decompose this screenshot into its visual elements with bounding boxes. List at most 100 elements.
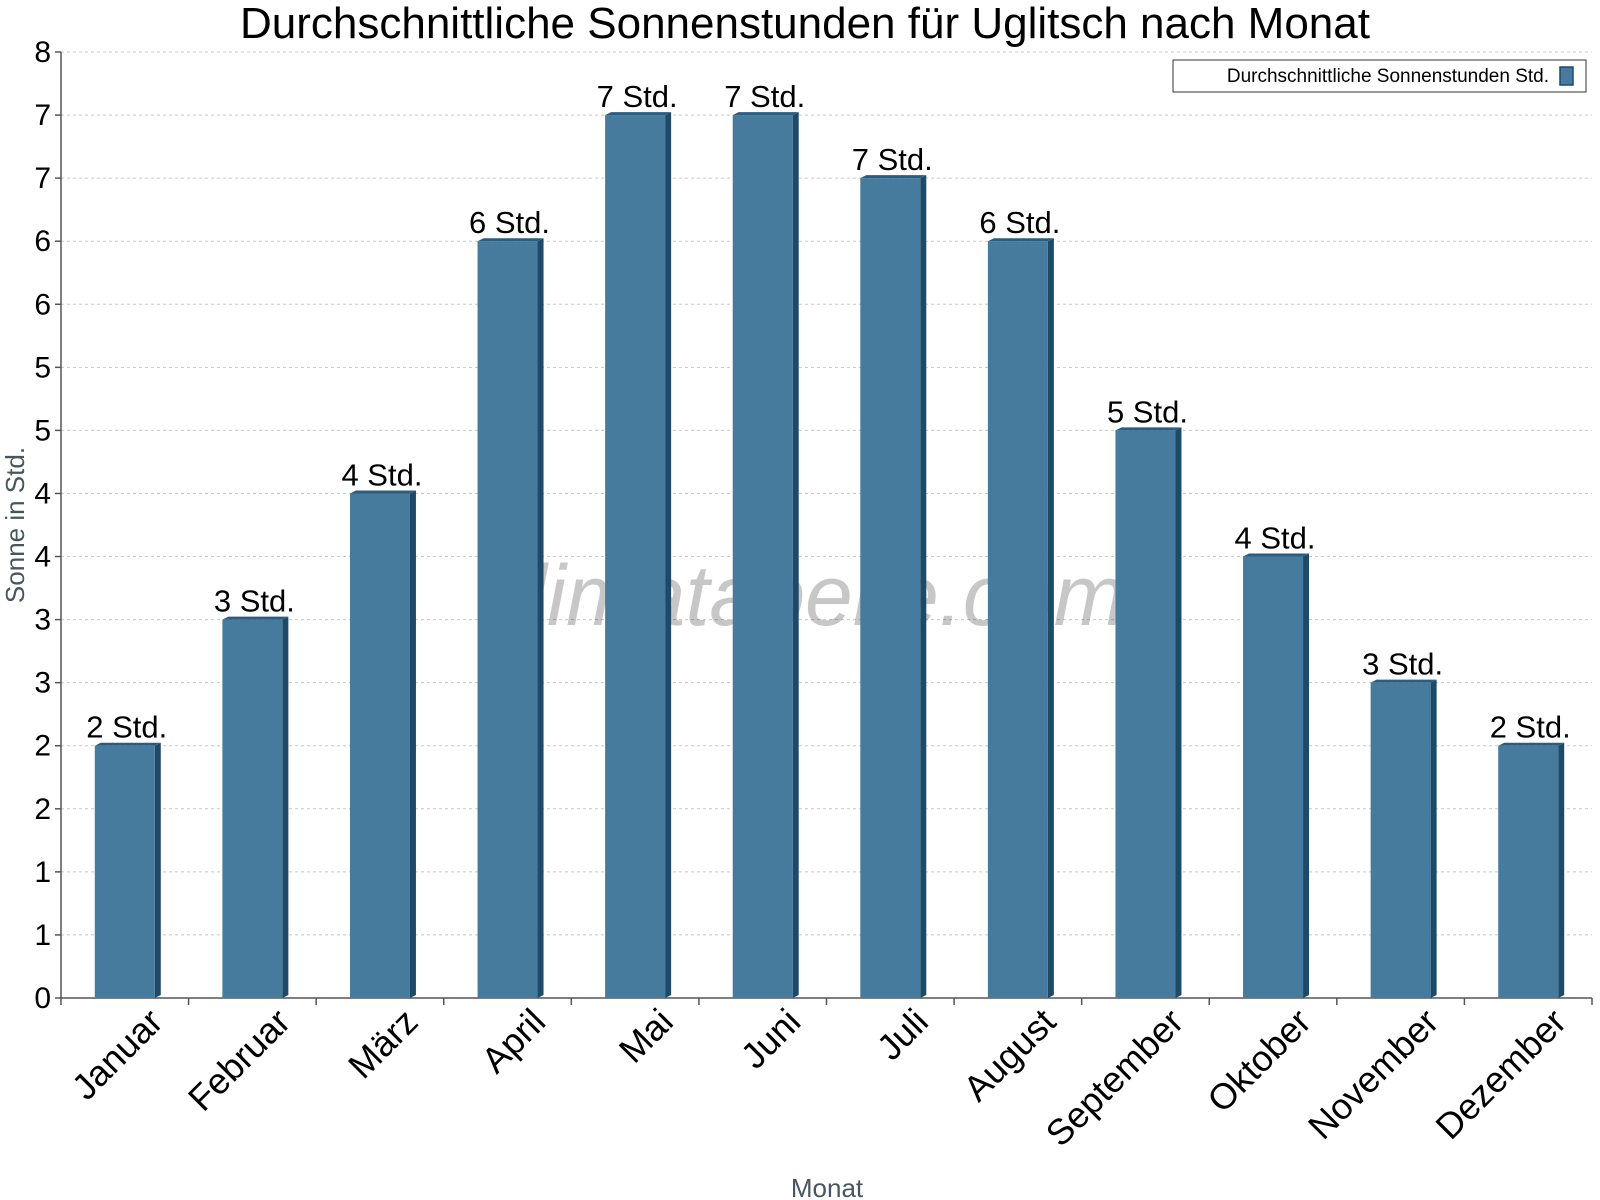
- bar-top: [860, 175, 927, 179]
- bar-februar: [222, 616, 289, 998]
- y-tick-label: 8: [34, 36, 51, 69]
- x-tick-label: Mai: [611, 1001, 681, 1071]
- bar-face: [1370, 682, 1431, 998]
- bar-top: [94, 742, 161, 746]
- bar-side: [1303, 553, 1310, 998]
- bar-side: [1047, 238, 1054, 998]
- legend-swatch: [1559, 66, 1574, 86]
- data-label: 3 Std.: [214, 584, 295, 619]
- grid-layer: [61, 51, 1592, 936]
- bar-side: [154, 742, 161, 998]
- bar-side: [1175, 427, 1182, 998]
- y-tick-label: 5: [34, 414, 51, 447]
- bar-august: [987, 238, 1054, 998]
- bar-face: [732, 115, 793, 999]
- x-tick-label: März: [340, 1001, 426, 1087]
- bar-side: [409, 490, 416, 998]
- bar-face: [1243, 556, 1304, 998]
- bar-top: [477, 238, 544, 242]
- data-label: 5 Std.: [1107, 394, 1188, 429]
- bar-top: [1243, 553, 1310, 557]
- y-axis-ticks: 0 1 1 2 2 3 3 4 4 5 5 6 6 7 7 8: [34, 36, 61, 1015]
- bar-januar: [94, 742, 161, 998]
- bar-mai: [605, 112, 672, 999]
- bar-top: [987, 238, 1054, 242]
- bar-oktober: [1243, 553, 1310, 998]
- bar-top: [1370, 679, 1437, 683]
- y-tick-label: 7: [34, 162, 51, 195]
- bar-side: [1430, 679, 1437, 998]
- y-tick-label: 2: [34, 793, 51, 826]
- bar-face: [94, 745, 155, 998]
- bar-side: [792, 112, 799, 999]
- bar-juli: [860, 175, 927, 999]
- data-label: 2 Std.: [1490, 710, 1571, 745]
- y-tick-label: 1: [34, 856, 51, 889]
- chart-title: Durchschnittliche Sonnenstunden für Ugli…: [240, 0, 1370, 48]
- bar-face: [222, 619, 283, 998]
- x-tick-label: Februar: [180, 1001, 298, 1119]
- x-axis-label: Monat: [791, 1173, 864, 1200]
- bar-side: [282, 616, 289, 998]
- y-tick-label: 4: [34, 477, 51, 510]
- axes-layer: [60, 52, 1592, 999]
- y-tick-label: 7: [34, 99, 51, 132]
- y-tick-label: 0: [34, 982, 51, 1015]
- legend-label: Durchschnittliche Sonnenstunden Std.: [1227, 66, 1549, 87]
- data-label: 7 Std.: [724, 79, 805, 114]
- y-tick-label: 1: [34, 919, 51, 952]
- x-tick-label: August: [955, 1001, 1063, 1109]
- bar-märz: [349, 490, 416, 998]
- y-tick-label: 3: [34, 604, 51, 637]
- bar-top: [1115, 427, 1182, 431]
- bar-side: [1558, 742, 1565, 998]
- bar-side: [665, 112, 672, 999]
- bar-face: [477, 241, 538, 998]
- data-label: 6 Std.: [979, 205, 1060, 240]
- bar-face: [1498, 745, 1559, 998]
- data-label: 3 Std.: [1362, 647, 1443, 682]
- bar-juni: [732, 112, 799, 999]
- bar-face: [349, 493, 410, 998]
- x-tick-label: September: [1038, 1001, 1192, 1155]
- legend: Durchschnittliche Sonnenstunden Std.: [1172, 59, 1587, 93]
- y-tick-label: 6: [34, 225, 51, 258]
- bar-face: [605, 115, 666, 999]
- x-tick-label: Oktober: [1199, 1001, 1319, 1121]
- bar-side: [920, 175, 927, 999]
- data-label: 4 Std.: [1235, 521, 1316, 556]
- y-axis-label: Sonne in Std.: [0, 447, 30, 603]
- x-tick-label: April: [473, 1001, 553, 1081]
- x-tick-label: Juli: [869, 1001, 936, 1068]
- bar-september: [1115, 427, 1182, 998]
- legend-box: [1172, 59, 1587, 93]
- data-label: 7 Std.: [852, 142, 933, 177]
- bars-layer: 2 Std. 3 Std. 4 Std. 6 Std. 7 Std. 7 Std. 7 St…: [86, 79, 1571, 999]
- bar-top: [1498, 742, 1565, 746]
- x-tick-label: Dezember: [1427, 1001, 1573, 1147]
- bar-top: [605, 112, 672, 116]
- data-label: 2 Std.: [86, 710, 167, 745]
- x-tick-label: Januar: [64, 1001, 171, 1108]
- y-tick-label: 4: [34, 541, 51, 574]
- bar-april: [477, 238, 544, 998]
- bar-top: [349, 490, 416, 494]
- bar-face: [860, 178, 921, 999]
- x-tick-label: Juni: [733, 1001, 809, 1077]
- data-label: 7 Std.: [597, 79, 678, 114]
- bar-face: [987, 241, 1048, 998]
- x-tick-label: November: [1300, 1001, 1446, 1147]
- y-tick-label: 5: [34, 351, 51, 384]
- data-label: 6 Std.: [469, 205, 550, 240]
- y-tick-label: 3: [34, 667, 51, 700]
- data-label: 4 Std.: [341, 457, 422, 492]
- bar-top: [222, 616, 289, 620]
- bar-face: [1115, 430, 1176, 998]
- y-tick-label: 6: [34, 288, 51, 321]
- x-axis-ticks: Januar Februar März April Mai Juni Juli AugustS…: [60, 998, 1593, 1155]
- bar-dezember: [1498, 742, 1565, 998]
- bar-side: [537, 238, 544, 998]
- y-tick-label: 2: [34, 730, 51, 763]
- bar-top: [732, 112, 799, 116]
